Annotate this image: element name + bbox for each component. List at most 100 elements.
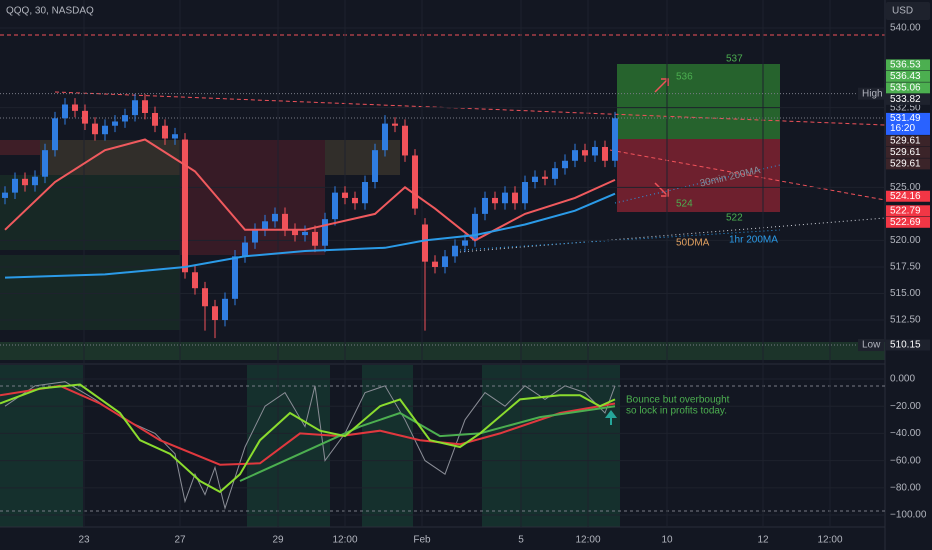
candle-body — [132, 100, 138, 116]
tag-label: High — [862, 88, 883, 99]
candle-body — [72, 104, 78, 111]
y-tick-label: 517.50 — [890, 262, 921, 273]
x-tick-label: 10 — [661, 535, 673, 546]
candle-body — [122, 115, 128, 122]
price-badge-label: 531.49 — [890, 113, 921, 124]
price-badge — [886, 146, 930, 158]
trend-line — [609, 149, 886, 201]
y-tick-label: 540.00 — [890, 23, 921, 34]
candle-body — [572, 150, 578, 161]
candle-body — [42, 150, 48, 177]
candle-body — [482, 197, 488, 214]
price-badge — [886, 112, 930, 135]
candle-body — [562, 160, 568, 169]
line — [0, 383, 616, 494]
y-tick-label: 515.00 — [890, 288, 921, 299]
y-tick-label: 525.00 — [890, 182, 921, 193]
line — [239, 405, 616, 482]
candle-body — [422, 224, 428, 262]
candle-body — [312, 231, 318, 246]
candle-body — [442, 256, 448, 267]
line — [4, 192, 616, 279]
candle-body — [242, 242, 248, 257]
y-tick-label: 0.000 — [890, 374, 915, 385]
candle-body — [212, 306, 218, 321]
loss-zone — [617, 139, 780, 212]
note: so lock in profits today. — [626, 406, 727, 417]
candle-body — [262, 221, 268, 230]
candle-body — [522, 182, 528, 204]
price-badge-label: 529.61 — [890, 147, 921, 158]
candle-body — [292, 229, 298, 236]
candle-body — [392, 123, 398, 126]
profit-zone — [617, 64, 780, 139]
annotation: 524 — [676, 199, 693, 210]
y-tick-label: −20.00 — [890, 401, 921, 412]
symbol: QQQ, 30, NASDAQ — [6, 6, 94, 17]
price-badge — [886, 205, 930, 217]
price-badge-label: 524.16 — [890, 191, 921, 202]
annotation: 536 — [676, 72, 693, 83]
candle-body — [162, 125, 168, 139]
price-badge — [886, 216, 930, 228]
candle-body — [112, 121, 118, 126]
candle-body — [592, 146, 598, 156]
candle-body — [342, 192, 348, 198]
y-tick-label: −60.00 — [890, 455, 921, 466]
candle-body — [492, 197, 498, 204]
candle-body — [542, 176, 548, 179]
candle-body — [612, 118, 618, 161]
price-badge — [886, 82, 930, 94]
candle-body — [192, 272, 198, 289]
x-tick-label: 12 — [757, 535, 769, 546]
shade — [362, 365, 413, 527]
candle-body — [462, 240, 468, 246]
candle-body — [552, 168, 558, 179]
price-badge-label: 522.69 — [890, 217, 921, 228]
candle-body — [512, 192, 518, 204]
candle-body — [102, 125, 108, 135]
price-badge-label: 529.61 — [890, 136, 921, 147]
price-badge — [886, 93, 930, 105]
candle-body — [382, 123, 388, 151]
candle-body — [172, 134, 178, 139]
candle-body — [582, 150, 588, 156]
zone — [0, 342, 885, 360]
price-badge-label: 536.43 — [890, 71, 921, 82]
candle-body — [332, 192, 338, 220]
candle-body — [92, 123, 98, 135]
candle-body — [222, 298, 228, 321]
y-tick-label: 512.50 — [890, 315, 921, 326]
price-badge — [886, 190, 930, 202]
zone — [0, 255, 180, 330]
zone — [40, 140, 180, 180]
candle-body — [362, 182, 368, 204]
price-badge — [886, 59, 930, 71]
countdown: 16:20 — [890, 123, 915, 134]
candle-body — [182, 139, 188, 273]
x-tick-label: Feb — [413, 535, 431, 546]
candle-body — [282, 213, 288, 230]
x-tick-label: 23 — [78, 535, 90, 546]
shade — [0, 365, 83, 527]
projection-30min — [614, 164, 781, 204]
candle-body — [302, 231, 308, 236]
annotation: 522 — [726, 213, 743, 224]
candle-body — [532, 176, 538, 183]
candle-body — [22, 178, 28, 186]
candle-body — [12, 178, 18, 193]
candle-body — [602, 146, 608, 161]
candle-body — [2, 192, 8, 198]
candle-body — [502, 192, 508, 204]
candle-body — [402, 125, 408, 156]
candle-body — [82, 110, 88, 124]
price-badge-label: 510.15 — [890, 340, 921, 351]
candle-body — [52, 118, 58, 151]
price-badge — [886, 70, 930, 82]
y-tick-label: 532.50 — [890, 102, 921, 113]
candle-body — [142, 100, 148, 113]
line — [4, 138, 616, 242]
x-tick-label: 5 — [518, 535, 524, 546]
x-tick-label: 12:00 — [575, 535, 600, 546]
price-badge — [886, 135, 930, 147]
